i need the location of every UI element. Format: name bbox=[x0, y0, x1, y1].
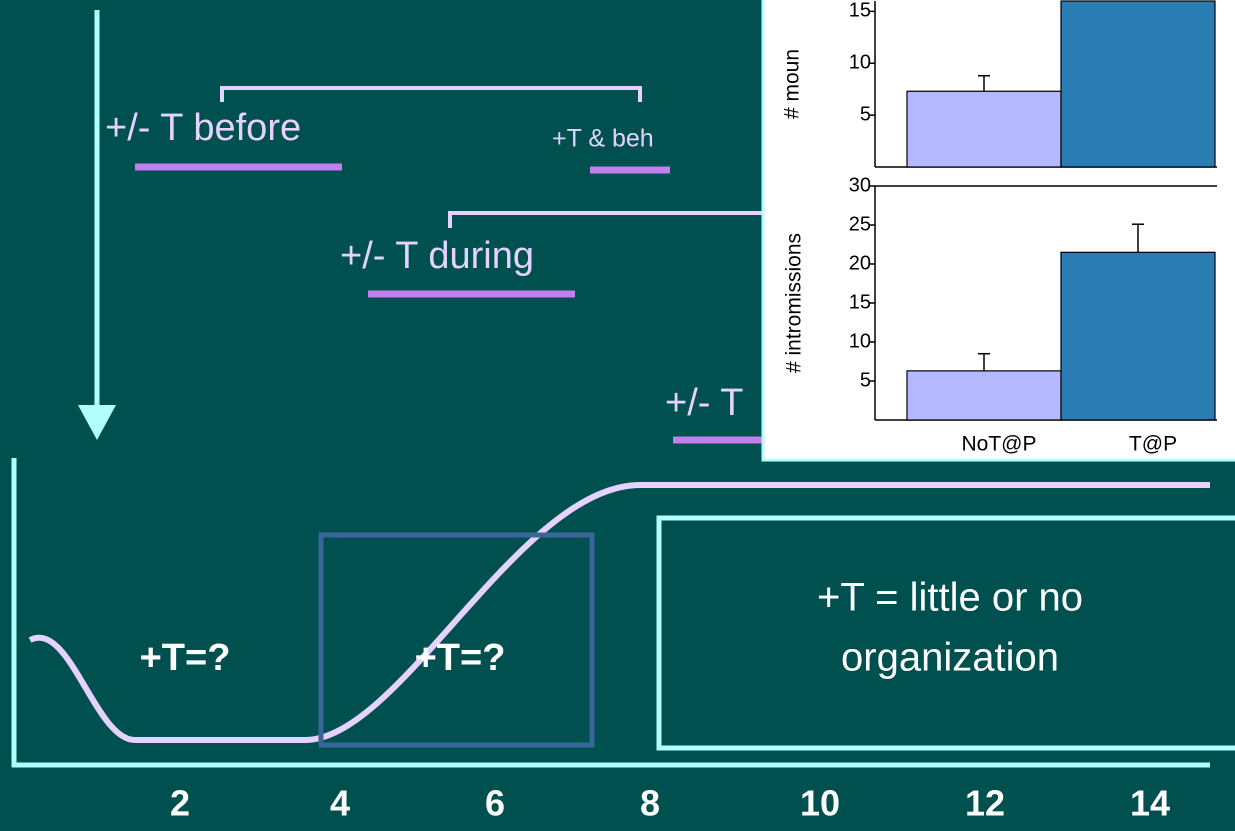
y-tick-label: 30 bbox=[849, 174, 871, 196]
y-tick-label: 20 bbox=[849, 252, 871, 274]
conclusion: +T = little or no bbox=[817, 576, 1083, 620]
y-axis-label: # moun bbox=[781, 49, 804, 119]
stage-label: +T=? bbox=[415, 637, 506, 679]
x-label: 6 bbox=[485, 783, 505, 824]
x-labels: 2 4 6 8 10 12 14 bbox=[170, 783, 1170, 824]
bar bbox=[1060, 251, 1216, 421]
y-axis-label: # intromissions bbox=[783, 233, 806, 373]
bar bbox=[1060, 0, 1216, 168]
conclusion-box bbox=[656, 515, 1235, 751]
bar bbox=[906, 90, 1062, 168]
x-label: 4 bbox=[330, 783, 350, 824]
bracket bbox=[448, 211, 770, 228]
conclusion: organization bbox=[841, 636, 1059, 680]
curve bbox=[28, 482, 1210, 743]
y-tick-label: 15 bbox=[849, 0, 871, 22]
x-tick-label: T@P bbox=[1129, 433, 1177, 456]
label-beh: +T & beh bbox=[552, 125, 654, 153]
stage-label: +T=? bbox=[140, 637, 231, 679]
label-before: +/- T before bbox=[105, 107, 301, 149]
inset-charts: 5 10 15 # moun 5 10 15 20 25 30 # intromissions NoT… bbox=[781, 0, 1217, 456]
label-during: +/- T during bbox=[340, 235, 534, 277]
y-tick-label: 25 bbox=[849, 213, 871, 235]
x-label: 8 bbox=[640, 783, 660, 824]
x-label: 10 bbox=[800, 783, 840, 824]
x-label: 12 bbox=[965, 783, 1005, 824]
bar bbox=[906, 370, 1062, 421]
label-after: +/- T bbox=[665, 382, 744, 424]
y-tick-label: 15 bbox=[849, 291, 871, 313]
x-label: 2 bbox=[170, 783, 190, 824]
y-tick-label: 10 bbox=[849, 330, 871, 352]
highlight-box bbox=[318, 532, 595, 748]
arrow-head bbox=[78, 405, 116, 440]
y-tick-label: 5 bbox=[860, 369, 871, 391]
y-tick-label: 10 bbox=[849, 52, 871, 74]
x-label: 14 bbox=[1130, 783, 1170, 824]
y-tick-label: 5 bbox=[860, 103, 871, 125]
x-tick-label: NoT@P bbox=[962, 433, 1037, 456]
bracket bbox=[220, 86, 642, 102]
